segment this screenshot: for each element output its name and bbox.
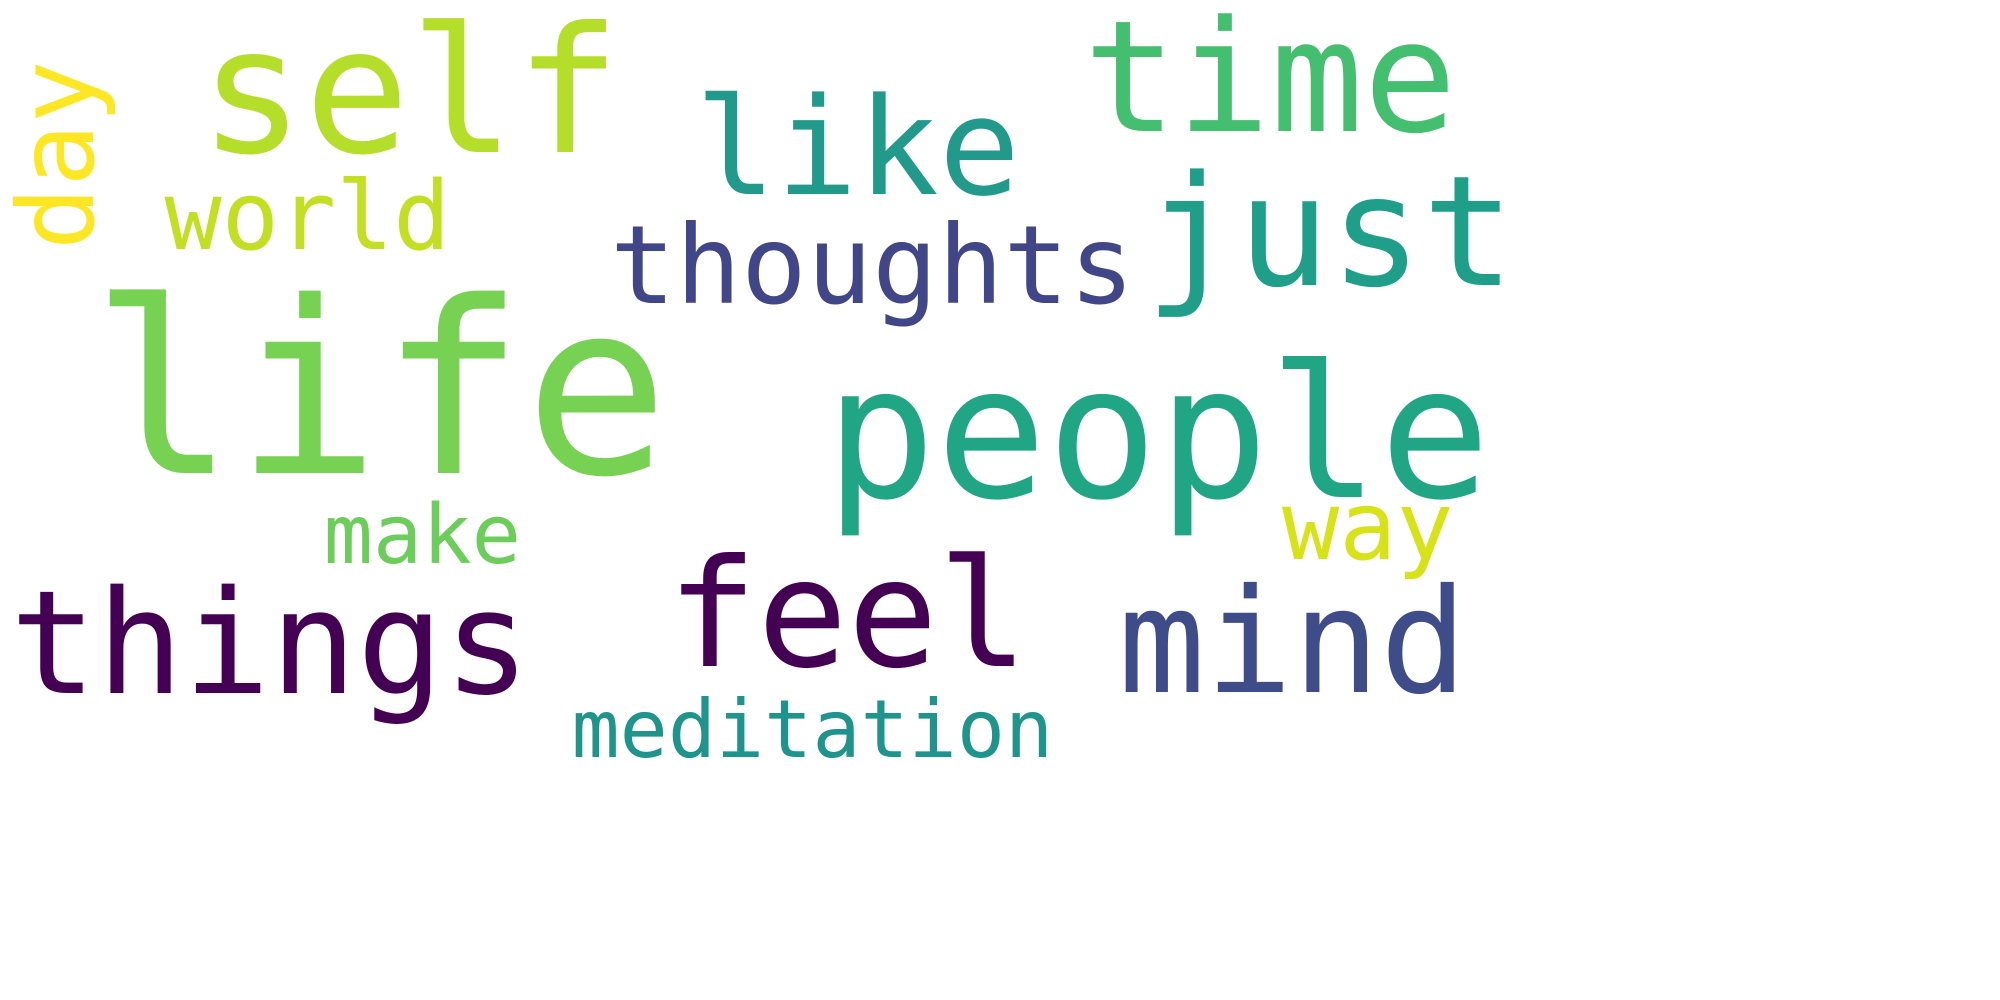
word-thoughts: thoughts (610, 202, 1135, 329)
word-day: day (0, 60, 118, 250)
word-time: time (1083, 0, 1457, 168)
word-like: like (695, 69, 1021, 226)
word-self: self (199, 0, 621, 194)
word-feel: feel (667, 528, 1029, 702)
word-world: world (164, 162, 451, 272)
word-people: people (825, 327, 1491, 541)
word-mind: mind (1118, 558, 1468, 727)
word-way: way (1282, 472, 1454, 582)
word-meditation: meditation (571, 683, 1054, 776)
word-things: things (10, 558, 531, 727)
word-make: make (323, 488, 521, 583)
word-just: just (1145, 142, 1515, 322)
word-life: life (91, 250, 669, 530)
word-cloud: life self time like just people things f… (0, 0, 1515, 776)
